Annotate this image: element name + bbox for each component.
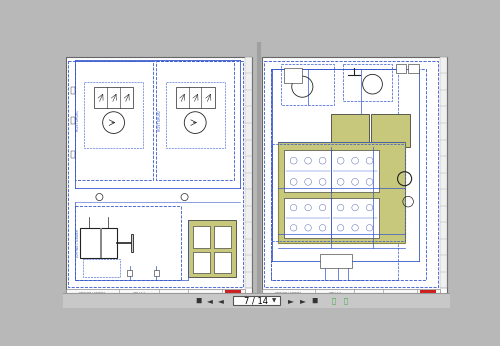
Bar xyxy=(66,289,245,302)
Text: LPAV. 6.1: LPAV. 6.1 xyxy=(328,292,340,296)
Bar xyxy=(284,150,332,192)
Bar xyxy=(176,87,214,108)
Bar xyxy=(331,150,379,192)
Bar xyxy=(66,57,252,302)
Text: ◄: ◄ xyxy=(218,296,224,305)
Bar xyxy=(331,198,379,238)
Bar xyxy=(188,220,236,277)
Text: ◼: ◼ xyxy=(311,296,318,305)
Bar xyxy=(84,82,144,148)
Text: ►: ► xyxy=(300,296,306,305)
Bar xyxy=(68,61,243,286)
Bar xyxy=(71,151,74,158)
Bar xyxy=(396,64,406,73)
Bar xyxy=(245,57,252,288)
Text: ◼: ◼ xyxy=(195,296,202,305)
Text: (LTM 1150-6.1): (LTM 1150-6.1) xyxy=(84,297,102,299)
Bar xyxy=(71,87,74,94)
Text: 7 / 14: 7 / 14 xyxy=(244,296,268,305)
Bar xyxy=(100,228,102,258)
Text: ◄: ◄ xyxy=(207,296,212,305)
Text: (LTM 1150-6.1): (LTM 1150-6.1) xyxy=(280,297,297,299)
Bar xyxy=(320,254,352,268)
Bar xyxy=(264,61,438,286)
Bar xyxy=(284,198,332,238)
Bar xyxy=(440,57,447,288)
Text: HOIST DRUM1: HOIST DRUM1 xyxy=(76,110,80,131)
Bar xyxy=(74,61,152,180)
Bar xyxy=(270,69,426,280)
Bar xyxy=(272,144,404,241)
Bar xyxy=(262,57,447,302)
Bar xyxy=(408,64,418,73)
Bar xyxy=(278,142,404,243)
Text: ►: ► xyxy=(288,296,294,305)
Text: 0000.000 / 0000015: 0000.000 / 0000015 xyxy=(80,292,106,296)
Bar xyxy=(71,117,74,124)
Bar xyxy=(83,259,120,277)
Bar xyxy=(214,226,231,247)
Bar xyxy=(80,228,117,258)
Bar xyxy=(214,252,231,273)
Bar xyxy=(62,293,450,308)
Bar xyxy=(371,115,410,147)
Bar xyxy=(156,61,234,180)
Bar xyxy=(281,64,334,105)
Bar xyxy=(330,115,370,147)
Bar xyxy=(127,271,132,276)
Text: LUFFING CYLINDER: LUFFING CYLINDER xyxy=(76,229,80,257)
Bar xyxy=(154,271,159,276)
Bar xyxy=(193,226,210,247)
Bar xyxy=(166,82,225,148)
Bar xyxy=(270,69,398,280)
Text: ⧉: ⧉ xyxy=(343,297,347,304)
Bar xyxy=(74,206,181,280)
Bar xyxy=(193,252,210,273)
Bar xyxy=(284,68,302,83)
Text: ▼: ▼ xyxy=(272,298,276,303)
Text: ⧉: ⧉ xyxy=(332,297,336,304)
Text: HOIST DRUM2: HOIST DRUM2 xyxy=(158,110,162,131)
Bar xyxy=(233,296,280,305)
Bar xyxy=(225,290,242,300)
Bar xyxy=(343,64,392,101)
Bar xyxy=(132,234,133,252)
Text: 0000.000 / 0000015: 0000.000 / 0000015 xyxy=(276,292,301,296)
Text: LPAV. 6.1: LPAV. 6.1 xyxy=(133,292,145,296)
Bar xyxy=(262,289,440,302)
Bar xyxy=(94,87,133,108)
Bar xyxy=(420,290,436,300)
